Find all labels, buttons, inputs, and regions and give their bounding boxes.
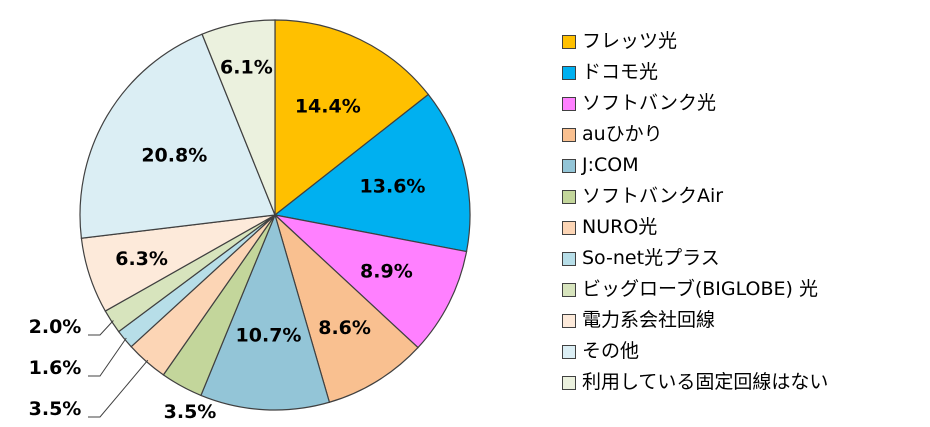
- pie-slice-3: [273, 214, 468, 349]
- slice-label-5: 10.7%: [236, 325, 302, 347]
- legend-item: ドコモ光: [562, 57, 922, 88]
- legend-swatch: [562, 220, 576, 235]
- legend-item: ビッグローブ(BIGLOBE) 光: [562, 274, 922, 305]
- pie-slices: [79, 19, 471, 411]
- slice-labels: 14.4% 13.6% 8.9% 8.6% 10.7% 3.5% 3.5% 1.6% 2.0% 6…: [29, 57, 426, 423]
- pie-slice-1: [274, 19, 430, 217]
- slice-label-12: 6.1%: [220, 57, 273, 79]
- legend-item: ソフトバンクAir: [562, 181, 922, 212]
- pie-slice-11: [79, 33, 276, 239]
- pie-slice-12: [201, 19, 276, 216]
- legend-label: NURO光: [582, 216, 658, 238]
- slice-label-7: 3.5%: [29, 398, 82, 420]
- slice-label-9: 2.0%: [29, 316, 82, 338]
- legend-item: So-net光プラス: [562, 243, 922, 274]
- slice-label-11: 20.8%: [141, 144, 207, 166]
- leader-line-7: [88, 359, 149, 418]
- legend-swatch: [562, 189, 576, 204]
- legend-swatch: [562, 96, 576, 111]
- pie-slice-5: [200, 213, 331, 411]
- legend-label: 電力系会社回線: [582, 309, 716, 331]
- leader-line-9: [88, 320, 114, 336]
- slice-label-1: 14.4%: [295, 95, 361, 117]
- pie-slice-2: [273, 93, 471, 253]
- legend: フレッツ光ドコモ光ソフトバンク光 auひかり J:COM ソフトバンクAir NURO光…: [562, 26, 922, 398]
- legend-swatch: [562, 65, 576, 80]
- legend-label: 利用している固定回線はない: [582, 371, 829, 393]
- legend-label: auひかり: [582, 123, 663, 145]
- legend-label: So-net光プラス: [582, 247, 720, 269]
- legend-label: J:COM: [582, 154, 639, 176]
- legend-item: その他: [562, 336, 922, 367]
- pie-slice-4: [273, 213, 419, 404]
- legend-swatch: [562, 158, 576, 173]
- legend-swatch: [562, 251, 576, 266]
- pie-chart: 14.4% 13.6% 8.9% 8.6% 10.7% 3.5% 3.5% 1.6% 2.0% 6…: [29, 19, 471, 423]
- slice-label-8: 1.6%: [29, 357, 82, 379]
- legend-swatch: [562, 34, 576, 49]
- legend-item: 利用している固定回線はない: [562, 367, 922, 398]
- legend-label: その他: [582, 340, 640, 362]
- legend-swatch: [562, 313, 576, 328]
- legend-label: ソフトバンクAir: [582, 185, 724, 207]
- slice-label-4: 8.6%: [318, 317, 371, 339]
- legend-label: ソフトバンク光: [582, 92, 716, 114]
- legend-swatch: [562, 344, 576, 359]
- legend-item: NURO光: [562, 212, 922, 243]
- legend-label: ビッグローブ(BIGLOBE) 光: [582, 278, 818, 300]
- legend-item: auひかり: [562, 119, 922, 150]
- slice-label-6: 3.5%: [164, 401, 217, 423]
- legend-label: フレッツ光: [582, 30, 678, 52]
- legend-label: ドコモ光: [582, 61, 659, 83]
- legend-item: ソフトバンク光: [562, 88, 922, 119]
- legend-swatch: [562, 375, 576, 390]
- slice-label-2: 13.6%: [360, 175, 426, 197]
- legend-item: J:COM: [562, 150, 922, 181]
- slice-label-10: 6.3%: [115, 248, 168, 270]
- legend-swatch: [562, 127, 576, 142]
- legend-item: フレッツ光: [562, 26, 922, 57]
- leader-line-8: [88, 337, 127, 377]
- leader-lines: [88, 320, 149, 418]
- legend-item: 電力系会社回線: [562, 305, 922, 336]
- slice-label-3: 8.9%: [360, 260, 413, 282]
- legend-swatch: [562, 282, 576, 297]
